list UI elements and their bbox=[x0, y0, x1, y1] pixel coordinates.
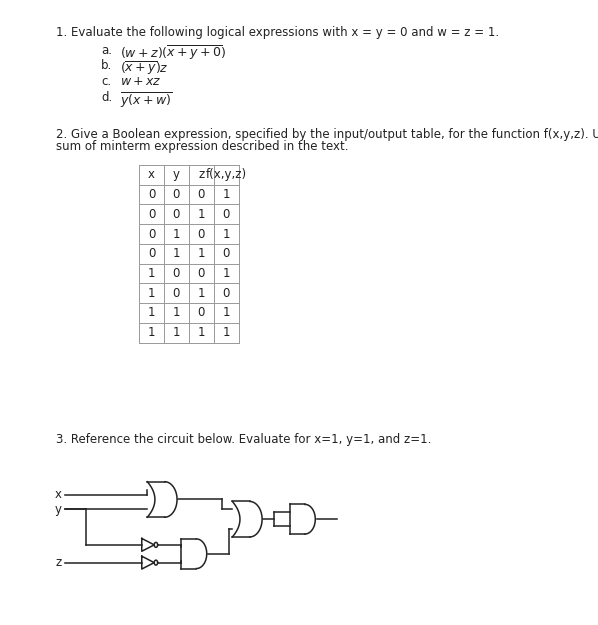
Text: 1: 1 bbox=[173, 248, 180, 260]
Text: a.: a. bbox=[101, 44, 112, 57]
Text: 0: 0 bbox=[197, 228, 205, 241]
Text: 1: 1 bbox=[222, 228, 230, 241]
Text: f(x,y,z): f(x,y,z) bbox=[206, 168, 247, 181]
Text: b.: b. bbox=[101, 59, 112, 72]
Text: y: y bbox=[54, 503, 62, 516]
Text: x: x bbox=[148, 168, 155, 181]
Text: 0: 0 bbox=[148, 248, 155, 260]
Text: z: z bbox=[198, 168, 205, 181]
Text: 1: 1 bbox=[148, 326, 155, 339]
Text: 1. Evaluate the following logical expressions with x = y = 0 and w = z = 1.: 1. Evaluate the following logical expres… bbox=[56, 26, 499, 39]
Text: x: x bbox=[54, 488, 62, 501]
Text: d.: d. bbox=[101, 91, 112, 104]
Text: 1: 1 bbox=[148, 306, 155, 319]
Text: 0: 0 bbox=[173, 287, 180, 300]
Text: 2. Give a Boolean expression, specified by the input/output table, for the funct: 2. Give a Boolean expression, specified … bbox=[56, 127, 598, 141]
Text: 1: 1 bbox=[222, 188, 230, 201]
Text: 0: 0 bbox=[173, 188, 180, 201]
Text: y: y bbox=[173, 168, 180, 181]
Text: 0: 0 bbox=[173, 208, 180, 221]
Text: 0: 0 bbox=[222, 287, 230, 300]
Text: 0: 0 bbox=[173, 267, 180, 280]
Text: 0: 0 bbox=[222, 248, 230, 260]
Text: $(w + z)(\overline{x + y + 0})$: $(w + z)(\overline{x + y + 0})$ bbox=[120, 44, 226, 62]
Text: 1: 1 bbox=[222, 267, 230, 280]
Text: c.: c. bbox=[101, 75, 111, 88]
Text: 1: 1 bbox=[197, 326, 205, 339]
Text: 1: 1 bbox=[173, 326, 180, 339]
Text: 1: 1 bbox=[173, 228, 180, 241]
Text: 0: 0 bbox=[148, 188, 155, 201]
Text: $(\overline{x + y})z$: $(\overline{x + y})z$ bbox=[120, 59, 169, 77]
Text: 1: 1 bbox=[222, 326, 230, 339]
Text: 1: 1 bbox=[197, 208, 205, 221]
Text: 1: 1 bbox=[222, 306, 230, 319]
Text: 1: 1 bbox=[197, 287, 205, 300]
Text: 1: 1 bbox=[173, 306, 180, 319]
Text: 0: 0 bbox=[197, 188, 205, 201]
Text: 1: 1 bbox=[197, 248, 205, 260]
Text: 0: 0 bbox=[222, 208, 230, 221]
Text: z: z bbox=[55, 556, 62, 569]
Text: 3. Reference the circuit below. Evaluate for x=1, y=1, and z=1.: 3. Reference the circuit below. Evaluate… bbox=[56, 433, 431, 446]
Text: 0: 0 bbox=[197, 267, 205, 280]
Text: 0: 0 bbox=[197, 306, 205, 319]
Text: 0: 0 bbox=[148, 208, 155, 221]
Text: $w + xz$: $w + xz$ bbox=[120, 75, 162, 88]
Text: 1: 1 bbox=[148, 287, 155, 300]
Text: $\overline{y(x + w)}$: $\overline{y(x + w)}$ bbox=[120, 91, 173, 111]
Text: 0: 0 bbox=[148, 228, 155, 241]
Text: sum of minterm expression described in the text.: sum of minterm expression described in t… bbox=[56, 141, 349, 153]
Text: 1: 1 bbox=[148, 267, 155, 280]
